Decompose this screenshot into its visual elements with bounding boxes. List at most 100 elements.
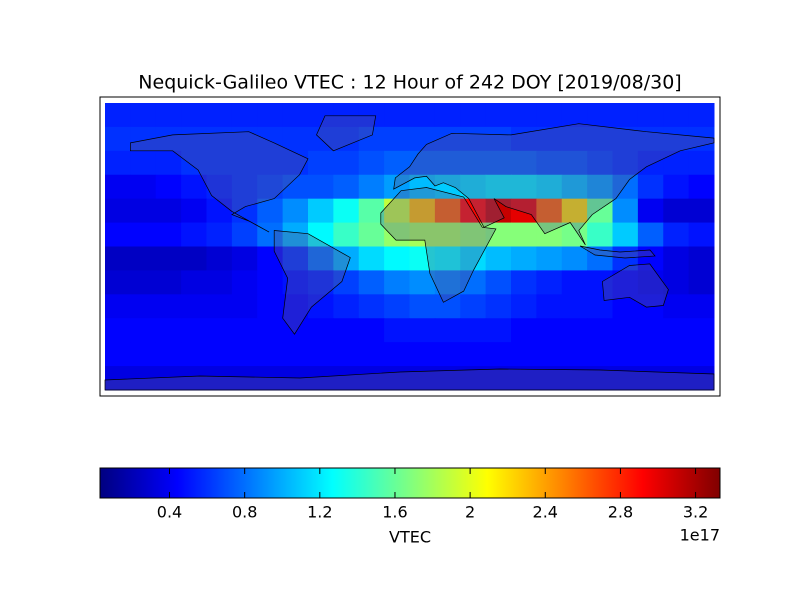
heatmap-cell	[637, 103, 664, 128]
heatmap-cell	[409, 126, 436, 152]
heatmap-cell	[181, 246, 207, 271]
heatmap-cell	[231, 150, 258, 176]
south-america	[273, 230, 351, 335]
heatmap-cell	[485, 198, 512, 224]
colorbar: 0.4 0.8 1.2 1.6 2 2.4 2.8 3.2	[99, 467, 721, 522]
chart-title: Nequick-Galileo VTEC : 12 Hour of 242 DO…	[138, 72, 681, 94]
heatmap-cell	[358, 318, 385, 343]
heatmap-cell	[587, 150, 613, 176]
heatmap-cell	[536, 294, 563, 319]
heatmap-cell	[536, 318, 563, 343]
heatmap-cell	[206, 366, 233, 391]
heatmap-cell	[384, 126, 410, 152]
heatmap-cell	[561, 222, 588, 247]
heatmap-cell	[511, 198, 537, 224]
heatmap-cell	[282, 366, 309, 391]
heatmap-cell	[663, 222, 690, 247]
heatmap-cell	[536, 246, 563, 271]
heatmap-cell	[358, 150, 385, 176]
heatmap-cell	[231, 103, 258, 128]
heatmap-cell	[308, 198, 334, 224]
heatmap-cell	[688, 246, 715, 271]
heatmap-cell	[333, 150, 360, 176]
heatmap-cell	[511, 103, 537, 128]
eurasia	[393, 123, 715, 246]
heatmap-cell	[612, 198, 639, 224]
heatmap-cell	[460, 342, 487, 367]
heatmap-cell	[511, 150, 537, 176]
heatmap-cell	[688, 103, 715, 128]
heatmap-cell	[612, 150, 639, 176]
north-america	[130, 131, 309, 233]
heatmap-cell	[155, 246, 182, 271]
heatmap-cell	[206, 222, 233, 247]
heatmap-cell	[105, 198, 131, 224]
heatmap-cell	[282, 222, 309, 247]
heatmap-cell	[384, 150, 410, 176]
heatmap-cell	[561, 318, 588, 343]
heatmap-cell	[333, 366, 360, 391]
heatmap-cell	[155, 366, 182, 391]
heatmap-cell	[409, 174, 436, 200]
heatmap-cell	[257, 318, 284, 343]
colorbar-tick-label: 1.2	[307, 503, 332, 522]
heatmap-cell	[561, 103, 588, 128]
indonesia	[579, 245, 656, 259]
colorbar-tick-label: 3.2	[683, 503, 708, 522]
heatmap-cell	[105, 342, 131, 367]
heatmap-cell	[206, 126, 233, 152]
heatmap-cell	[257, 126, 284, 152]
heatmap-cell	[561, 126, 588, 152]
heatmap-cell	[434, 246, 461, 271]
heatmap-cell	[231, 318, 258, 343]
heatmap-cell	[231, 198, 258, 224]
heatmap-cell	[333, 270, 360, 295]
heatmap-cell	[333, 198, 360, 224]
colorbar-offset: 1e17	[680, 526, 720, 545]
heatmap-cell	[155, 174, 182, 200]
heatmap-cell	[181, 198, 207, 224]
heatmap-cell	[485, 342, 512, 367]
heatmap-cell	[663, 246, 690, 271]
heatmap-cell	[511, 126, 537, 152]
heatmap-cell	[485, 103, 512, 128]
heatmap-cell	[231, 294, 258, 319]
heatmap-cell	[409, 366, 436, 391]
heatmap-cell	[587, 126, 613, 152]
heatmap-cell	[358, 222, 385, 247]
heatmap-cell	[434, 198, 461, 224]
heatmap-cell	[536, 174, 563, 200]
heatmap-cell	[206, 198, 233, 224]
heatmap-cell	[561, 198, 588, 224]
heatmap-cell	[181, 342, 207, 367]
heatmap-cell	[460, 150, 487, 176]
heatmap-cell	[333, 222, 360, 247]
heatmap-cell	[206, 294, 233, 319]
heatmap-cell	[257, 246, 284, 271]
heatmap-cell	[663, 174, 690, 200]
heatmap-cell	[409, 222, 436, 247]
heatmap-cell	[612, 246, 639, 271]
heatmap-cell	[434, 318, 461, 343]
australia	[602, 263, 669, 308]
heatmap-cell	[333, 174, 360, 200]
colorbar-tick-label: 2	[465, 503, 475, 522]
heatmap-cell	[587, 198, 613, 224]
heatmap-cell	[130, 222, 157, 247]
heatmap-cell	[206, 150, 233, 176]
heatmap-cell	[688, 174, 715, 200]
heatmap-cell	[612, 342, 639, 367]
heatmap-cell	[460, 318, 487, 343]
heatmap-cell	[181, 150, 207, 176]
heatmap-cell	[688, 222, 715, 247]
heatmap-cell	[333, 103, 360, 128]
heatmap-cell	[663, 126, 690, 152]
heatmap-cell	[409, 318, 436, 343]
heatmap-cell	[384, 198, 410, 224]
heatmap-cell	[181, 294, 207, 319]
colorbar-tick-label: 2.4	[533, 503, 558, 522]
heatmap-cell	[358, 366, 385, 391]
heatmap-cell	[688, 270, 715, 295]
africa	[380, 187, 497, 303]
heatmap-cell	[384, 318, 410, 343]
